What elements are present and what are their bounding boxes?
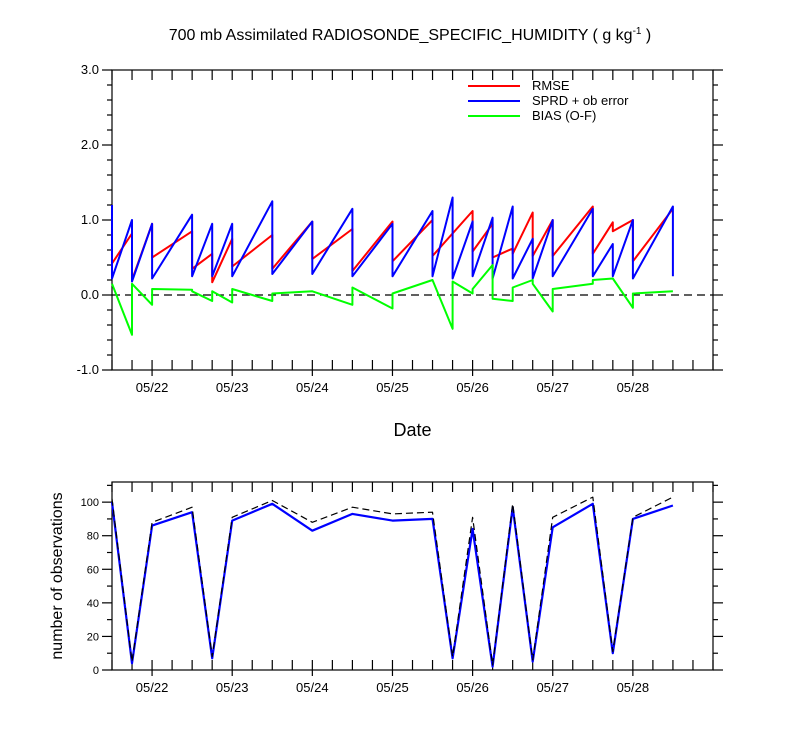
bottom-y-tick-label: 40	[87, 598, 99, 610]
top-chart-panel: 05/22 05/23 05/24 05/25 05/26 05/27 05/28 3.0 2.…	[77, 62, 723, 440]
top-x-axis-label: Date	[393, 420, 431, 440]
bottom-series-line-0	[110, 501, 674, 668]
top-series-line-1	[111, 196, 674, 283]
chart-title-exponent: -1	[633, 26, 642, 37]
top-y-tick-label: 2.0	[81, 137, 99, 152]
top-x-tick-label: 05/28	[617, 380, 650, 395]
bottom-x-tick-label: 05/22	[136, 680, 169, 695]
bottom-x-tick-label: 05/26	[456, 680, 489, 695]
bottom-x-tick-label: 05/24	[296, 680, 329, 695]
bottom-y-axis-label: number of observations	[49, 492, 66, 659]
top-x-tick-label: 05/27	[536, 380, 569, 395]
top-x-tick-label: 05/26	[456, 380, 489, 395]
top-y-tick-label: 1.0	[81, 212, 99, 227]
bottom-y-tick-label: 80	[87, 531, 99, 543]
bottom-series-line-1	[111, 496, 674, 666]
bottom-y-tick-label: 0	[93, 665, 99, 677]
bottom-x-tick-label: 05/28	[617, 680, 650, 695]
top-x-tick-label: 05/25	[376, 380, 409, 395]
bottom-y-tick-label: 20	[87, 631, 99, 643]
top-y-tick-label: 0.0	[81, 287, 99, 302]
top-x-tick-label: 05/24	[296, 380, 329, 395]
bottom-y-tick-label: 60	[87, 564, 99, 576]
bottom-x-tick-label: 05/25	[376, 680, 409, 695]
top-x-tick-label: 05/22	[136, 380, 169, 395]
chart-title-main: 700 mb Assimilated RADIOSONDE_SPECIFIC_H…	[169, 27, 633, 44]
bottom-frame	[111, 481, 714, 671]
top-frame	[111, 69, 714, 371]
chart-title: 700 mb Assimilated RADIOSONDE_SPECIFIC_H…	[169, 26, 652, 44]
top-y-tick-label: 3.0	[81, 62, 99, 77]
bottom-chart-panel: 05/22 05/23 05/24 05/25 05/26 05/27 05/28 100 80…	[49, 481, 723, 695]
bottom-x-tick-label: 05/27	[536, 680, 569, 695]
chart-title-suffix: )	[641, 27, 651, 44]
bottom-x-tick-label: 05/23	[216, 680, 249, 695]
bottom-y-tick-label: 100	[81, 497, 99, 509]
top-y-tick-label: -1.0	[77, 362, 99, 377]
top-series-line-2	[111, 264, 673, 336]
legend-label-2: BIAS (O-F)	[532, 108, 596, 123]
legend-label-0: RMSE	[532, 78, 570, 93]
legend-label-1: SPRD + ob error	[532, 93, 629, 108]
top-x-tick-label: 05/23	[216, 380, 249, 395]
